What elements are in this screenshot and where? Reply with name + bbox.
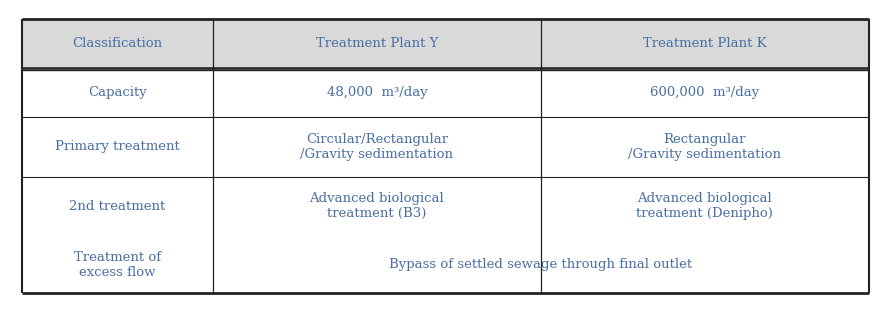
Text: Advanced biological
treatment (B3): Advanced biological treatment (B3): [309, 193, 445, 220]
Text: Rectangular
/Gravity sedimentation: Rectangular /Gravity sedimentation: [628, 133, 781, 161]
Bar: [22, 68, 213, 117]
Text: Advanced biological
treatment (Denipho): Advanced biological treatment (Denipho): [636, 193, 773, 220]
Bar: [213, 177, 541, 236]
Text: Treatment of
excess flow: Treatment of excess flow: [74, 251, 161, 279]
Text: Primary treatment: Primary treatment: [55, 140, 180, 153]
Text: 600,000  m³/day: 600,000 m³/day: [650, 86, 759, 99]
Bar: [541, 117, 869, 177]
Bar: [22, 236, 213, 293]
Bar: [541, 19, 869, 68]
Bar: [22, 177, 213, 236]
Text: Bypass of settled sewage through final outlet: Bypass of settled sewage through final o…: [389, 258, 692, 271]
Text: Treatment Plant Y: Treatment Plant Y: [315, 37, 438, 50]
Text: Classification: Classification: [72, 37, 162, 50]
Text: 2nd treatment: 2nd treatment: [69, 200, 166, 213]
Bar: [541, 68, 869, 117]
Bar: [213, 236, 869, 293]
Text: Capacity: Capacity: [88, 86, 147, 99]
Bar: [213, 117, 541, 177]
Text: Circular/Rectangular
/Gravity sedimentation: Circular/Rectangular /Gravity sedimentat…: [300, 133, 454, 161]
Bar: [213, 68, 541, 117]
Bar: [541, 177, 869, 236]
Bar: [213, 19, 541, 68]
Bar: [22, 117, 213, 177]
Bar: [22, 19, 213, 68]
Text: 48,000  m³/day: 48,000 m³/day: [327, 86, 428, 99]
Text: Treatment Plant K: Treatment Plant K: [643, 37, 767, 50]
